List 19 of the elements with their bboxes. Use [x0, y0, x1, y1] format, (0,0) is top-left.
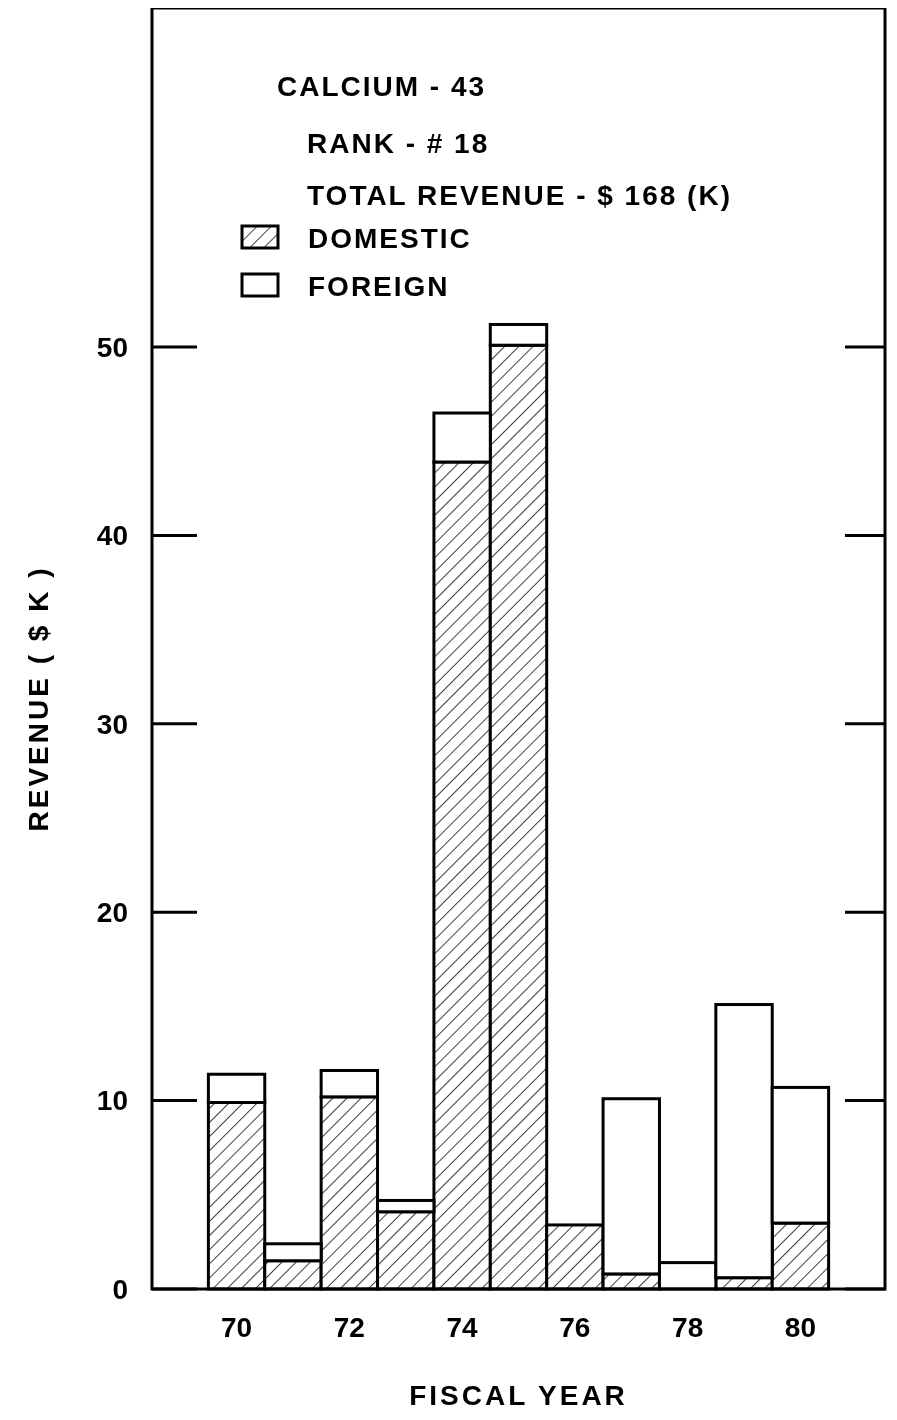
annotation: TOTAL REVENUE - $ 168 (K): [307, 180, 732, 211]
y-tick-label: 50: [96, 331, 128, 363]
y-axis-title: REVENUE ( $ K ): [23, 565, 54, 832]
y-tick-label: 40: [96, 520, 128, 552]
y-tick-label: 10: [96, 1085, 128, 1117]
x-axis-title: FISCAL YEAR: [409, 1380, 628, 1411]
x-tick-label: 80: [784, 1312, 816, 1343]
x-tick-label: 78: [672, 1312, 704, 1343]
legend-label: FOREIGN: [308, 271, 450, 302]
x-tick-label: 72: [333, 1312, 365, 1343]
y-tick-label: 0: [112, 1273, 128, 1305]
legend-label: DOMESTIC: [308, 223, 472, 254]
y-tick-label: 20: [96, 897, 128, 929]
x-tick-label: 76: [559, 1312, 591, 1343]
text: RANK - # 18: [307, 128, 490, 159]
y-tick-label: 30: [96, 708, 128, 740]
text: CALCIUM - 43: [277, 71, 487, 102]
x-tick-label: 70: [221, 1312, 253, 1343]
x-tick-label: 74: [446, 1312, 479, 1343]
